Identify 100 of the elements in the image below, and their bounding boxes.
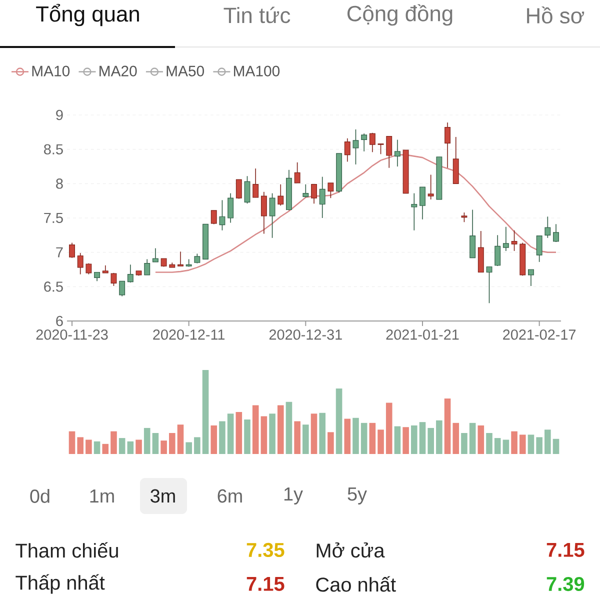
bar — [86, 440, 92, 454]
candlestick — [219, 200, 226, 231]
bar — [536, 437, 542, 454]
bar — [428, 428, 434, 454]
candlestick — [386, 136, 392, 168]
text: 1m — [90, 489, 114, 503]
y-tick-label: 6.5 — [44, 282, 63, 292]
candlestick — [228, 192, 234, 224]
candlestick — [544, 216, 551, 238]
bar — [227, 414, 234, 454]
candlestick — [461, 212, 468, 223]
candlestick — [428, 174, 434, 200]
bar — [302, 424, 309, 454]
candlestick — [369, 132, 376, 152]
bar — [502, 440, 510, 454]
text: Tin tức — [224, 6, 290, 24]
candlestick — [420, 186, 426, 220]
y-tick-label: 7.5 — [44, 212, 63, 224]
candlestick — [302, 184, 309, 198]
candlestick — [244, 176, 250, 204]
candlestick — [394, 139, 400, 167]
candlestick — [470, 209, 476, 258]
bar — [260, 416, 268, 454]
bar — [519, 434, 526, 454]
bar — [236, 412, 242, 454]
text: Tổng quan — [36, 4, 139, 26]
bar — [68, 431, 76, 454]
text: Cao nhất — [316, 576, 396, 592]
candlestick — [494, 234, 501, 266]
candlestick — [536, 235, 542, 262]
candlestick — [378, 143, 384, 155]
legend-label: MA100 — [234, 66, 280, 76]
bar — [160, 440, 167, 454]
bar — [444, 398, 451, 454]
bar — [286, 402, 292, 454]
candlestick — [553, 224, 559, 242]
text: 7.39 — [546, 576, 584, 592]
bar — [94, 441, 100, 454]
candlestick — [319, 176, 326, 218]
candlestick — [411, 192, 418, 231]
y-tick-label: 8 — [56, 178, 63, 189]
bar — [269, 414, 276, 454]
text: Tham chiếu — [16, 542, 118, 558]
bar — [336, 388, 342, 454]
text: Hồ sơ — [527, 6, 584, 24]
candlestick — [502, 226, 509, 252]
bar — [328, 432, 334, 454]
text: 7.35 — [246, 542, 284, 558]
bar — [277, 405, 284, 454]
bar — [419, 422, 426, 454]
bar — [110, 431, 117, 454]
bar — [252, 405, 259, 454]
candlestick — [119, 280, 126, 297]
candlestick — [236, 179, 242, 200]
y-tick-label: 9 — [56, 110, 63, 120]
bar — [77, 437, 84, 454]
candlestick — [311, 184, 317, 204]
candlestick — [278, 184, 284, 206]
bar — [486, 432, 492, 454]
candlestick — [528, 269, 534, 286]
y-tick-label: 8.5 — [44, 144, 63, 154]
candlestick — [511, 230, 518, 252]
candlestick — [444, 122, 450, 168]
bar — [244, 420, 250, 454]
candlestick — [77, 252, 84, 275]
bar — [127, 441, 134, 454]
legend-label: MA10 — [32, 66, 70, 76]
candlestick — [294, 162, 300, 184]
text: 1y — [284, 488, 303, 504]
y-tick-label: 7 — [56, 247, 63, 258]
legend-label: MA50 — [166, 66, 204, 76]
candlestick — [152, 248, 158, 262]
bar — [194, 437, 200, 454]
bar — [378, 430, 384, 454]
bar — [177, 424, 184, 454]
text: Thấp nhất — [16, 574, 105, 594]
bar — [552, 438, 560, 454]
text: 3m — [150, 489, 175, 503]
candlestick — [252, 168, 259, 198]
text: 7.15 — [546, 543, 584, 557]
bar — [402, 427, 409, 454]
bar — [494, 438, 501, 454]
candlestick — [269, 192, 276, 238]
bar — [102, 444, 109, 454]
text: 5y — [348, 488, 367, 504]
bar — [452, 422, 460, 454]
candlestick — [210, 210, 217, 225]
bar — [436, 420, 442, 454]
bar — [319, 412, 326, 454]
candlestick — [486, 266, 492, 304]
candlestick — [127, 264, 134, 283]
candlestick — [110, 272, 117, 286]
candlestick — [144, 258, 150, 276]
bar — [219, 421, 226, 454]
bar — [202, 370, 209, 454]
bar — [186, 442, 192, 454]
bar — [152, 432, 159, 454]
bar — [210, 425, 218, 454]
x-tick-label: 2020-12-31 — [269, 330, 342, 340]
candlestick — [260, 191, 267, 234]
